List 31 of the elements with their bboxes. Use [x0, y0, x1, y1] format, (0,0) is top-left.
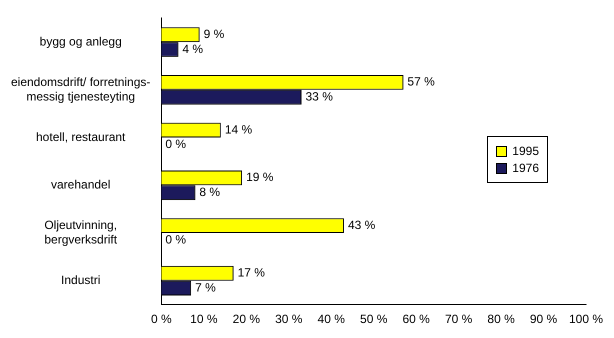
x-tick-label: 100 % — [568, 312, 604, 326]
data-label: 7 % — [195, 280, 216, 294]
x-tick-label: 70 % — [444, 312, 473, 326]
data-label: 43 % — [348, 218, 376, 232]
data-label: 0 % — [165, 137, 186, 152]
x-tick-label: 20 % — [232, 312, 260, 326]
data-label: 14 % — [224, 122, 253, 136]
x-tick-label: 0 % — [151, 312, 172, 326]
x-tick-label: 50 % — [360, 312, 388, 326]
y-tick-label: Oljeutvinning, bergverksdrift — [44, 218, 118, 247]
x-tick-label: 90 % — [530, 312, 558, 326]
y-tick-label: bygg og anlegg — [40, 34, 122, 48]
data-label: 19 % — [246, 170, 274, 184]
x-tick-label: 10 % — [190, 312, 218, 326]
data-label: 57 % — [407, 74, 436, 89]
data-label: 33 % — [306, 90, 334, 104]
data-label: 17 % — [238, 266, 266, 280]
x-tick-label: 60 % — [402, 312, 430, 326]
y-tick-label: hotell, restaurant — [36, 130, 126, 144]
x-tick-label: 80 % — [487, 312, 516, 326]
legend-label: 1995 — [512, 144, 539, 158]
data-label: 9 % — [204, 26, 225, 41]
data-label: 8 % — [199, 184, 220, 199]
data-label: 0 % — [165, 232, 186, 247]
y-tick-label: Industri — [61, 273, 100, 288]
legend-label: 1976 — [512, 161, 539, 175]
y-tick-label: eiendomsdrift/ forretnings- messig tjenesteyting — [10, 74, 150, 104]
x-tick-label: 30 % — [275, 312, 303, 326]
x-tick-label: 40 % — [318, 312, 346, 326]
data-label: 4 % — [182, 42, 204, 56]
y-tick-label: varehandel — [51, 178, 110, 192]
